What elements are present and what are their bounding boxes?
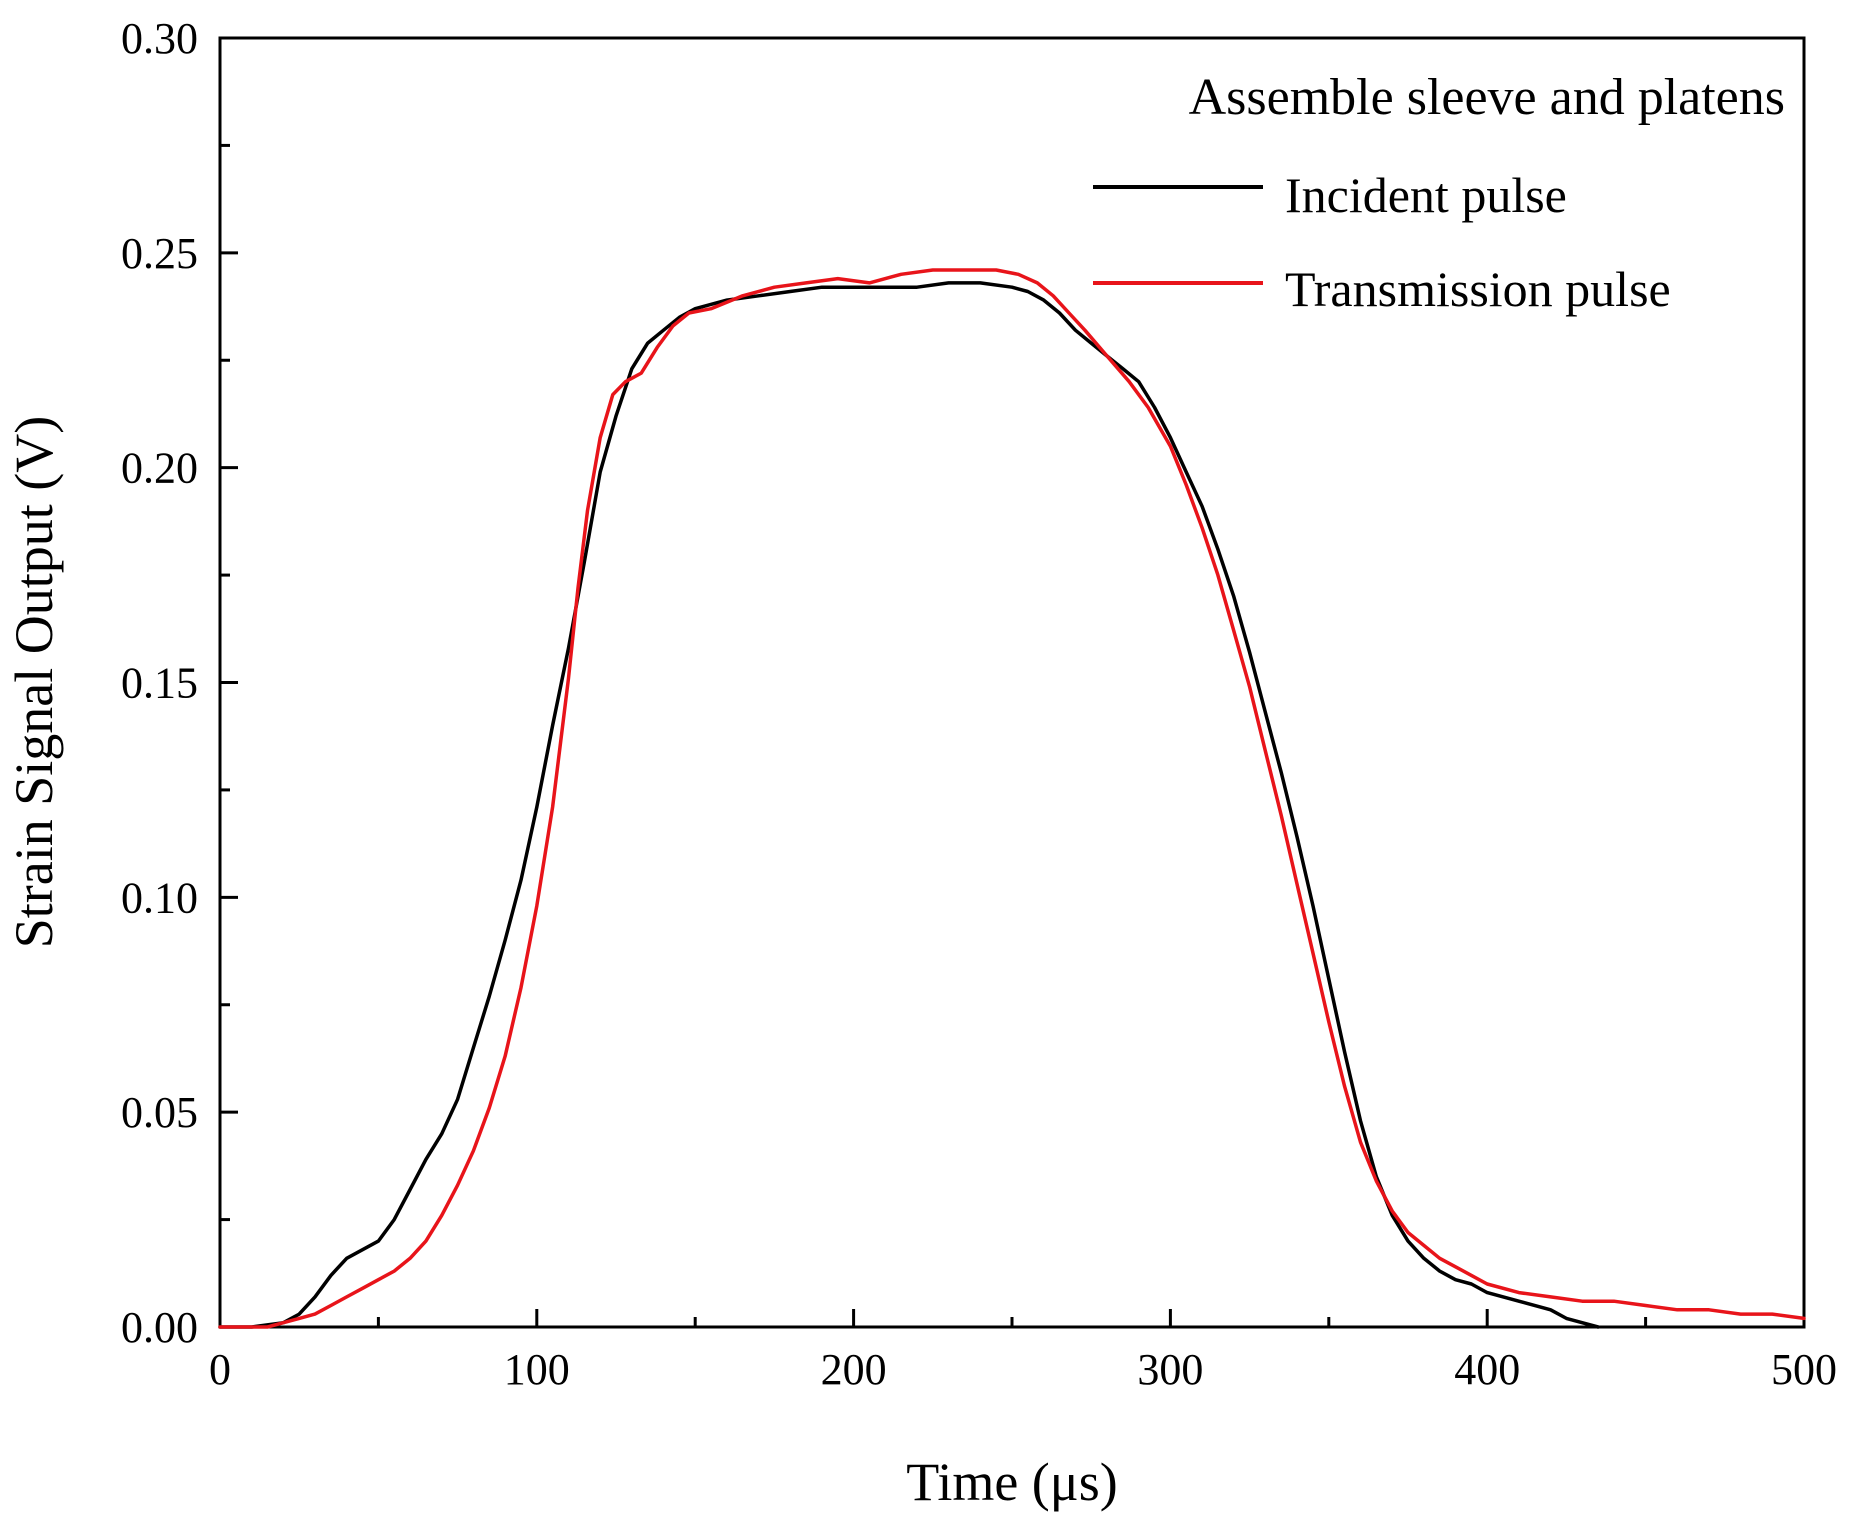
legend-label-incident: Incident pulse [1285, 167, 1567, 223]
y-tick-label: 0.15 [121, 659, 198, 708]
series-line-incident [218, 281, 1600, 1329]
legend-label-transmission: Transmission pulse [1285, 261, 1671, 317]
y-axis-ticks: 0.00 0.05 0.10 0.15 0.20 0.25 0.30 [121, 14, 238, 1352]
legend: Incident pulse Transmission pulse [1093, 167, 1671, 317]
x-axis-ticks: 0 100 200 300 400 500 [209, 1309, 1837, 1394]
y-tick-label: 0.20 [121, 444, 198, 493]
series-layer [218, 268, 1806, 1329]
y-tick-label: 0.30 [121, 14, 198, 63]
x-tick-label: 300 [1137, 1345, 1203, 1394]
x-axis-title: Time (μs) [906, 1452, 1118, 1512]
x-tick-label: 200 [821, 1345, 887, 1394]
x-tick-label: 500 [1771, 1345, 1837, 1394]
y-tick-label: 0.05 [121, 1088, 198, 1137]
x-tick-label: 400 [1454, 1345, 1520, 1394]
y-axis-title: Strain Signal Output (V) [4, 416, 64, 948]
annotation-text: Assemble sleeve and platens [1189, 69, 1785, 126]
y-tick-label: 0.00 [121, 1303, 198, 1352]
x-tick-label: 100 [504, 1345, 570, 1394]
plot-frame [218, 36, 1806, 1329]
y-tick-label: 0.25 [121, 229, 198, 278]
x-tick-label: 0 [209, 1345, 231, 1394]
y-tick-label: 0.10 [121, 873, 198, 922]
series-line-transmission [218, 268, 1806, 1329]
